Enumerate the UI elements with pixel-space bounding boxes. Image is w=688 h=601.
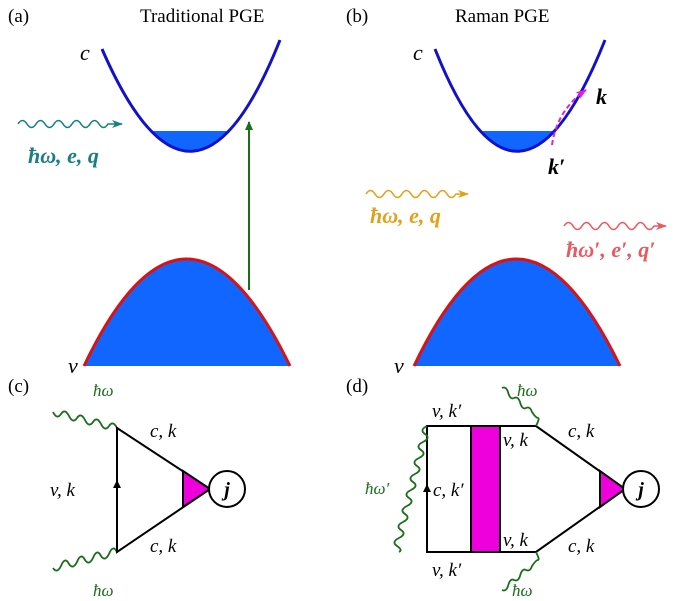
photon-line-bottom-c bbox=[52, 547, 118, 572]
propagator-arrow-head-c bbox=[113, 480, 121, 488]
photon-left-label-d: ħω′ bbox=[365, 479, 390, 498]
top-edge-label-c: c, k bbox=[150, 421, 177, 442]
photon-top-label-c: ħω bbox=[93, 381, 114, 400]
panel-a: (a) Traditional PGE c v ħω, e, q bbox=[8, 6, 292, 378]
conduction-band-label-b: c bbox=[413, 40, 423, 65]
propagator-arrow-head-d bbox=[423, 484, 431, 492]
photon-bottom-label-c: ħω bbox=[93, 581, 114, 600]
current-operator-label-c: j bbox=[221, 479, 230, 501]
panel-b: (b) Raman PGE c k k′ v ħω, e, q ħω′, e′,… bbox=[346, 6, 667, 378]
panel-b-label: (b) bbox=[346, 6, 368, 27]
raman-vertex-block bbox=[470, 425, 501, 553]
incident-photon-label-a: ħω, e, q bbox=[28, 143, 99, 168]
raman-scattering-arrow bbox=[551, 89, 587, 146]
current-operator-d bbox=[622, 470, 660, 508]
conduction-band-a bbox=[100, 39, 282, 153]
panel-a-title: Traditional PGE bbox=[140, 6, 264, 27]
current-operator-c bbox=[208, 470, 246, 508]
conduction-electrons-a bbox=[102, 131, 280, 152]
photon-top-label-d: ħω bbox=[517, 381, 538, 400]
top-inner-label-d: v, k bbox=[503, 430, 529, 451]
top-right-label-d: c, k bbox=[568, 421, 595, 442]
initial-momentum-label: k′ bbox=[548, 154, 565, 179]
photon-line-top-c bbox=[52, 410, 118, 430]
conduction-electrons-b bbox=[435, 131, 605, 152]
top-left-label-d: v, k′ bbox=[432, 401, 462, 422]
bottom-right-label-d: c, k bbox=[568, 536, 595, 557]
incident-photon-wave-b bbox=[365, 189, 469, 199]
conduction-band-label-a: c bbox=[80, 40, 90, 65]
current-operator-label-d: j bbox=[635, 479, 644, 501]
photon-line-left-d bbox=[393, 425, 429, 553]
photon-bottom-label-d: ħω bbox=[512, 581, 533, 600]
valence-band-label-b: v bbox=[394, 353, 404, 378]
current-vertex-d bbox=[599, 469, 627, 509]
final-momentum-label: k bbox=[596, 84, 607, 109]
panel-c-label: (c) bbox=[8, 376, 29, 397]
current-vertex-c bbox=[182, 469, 212, 509]
panel-a-label: (a) bbox=[8, 6, 29, 27]
left-inner-label-d: c, k′ bbox=[433, 480, 464, 501]
incident-photon-label-b: ħω, e, q bbox=[370, 203, 441, 228]
bottom-inner-label-d: v, k bbox=[503, 530, 529, 551]
panel-c: (c) ħω ħω j v, k c, k c, k bbox=[8, 376, 246, 600]
panel-d: (d) j ħω ħω ħω′ v, k′ v, k′ c, k′ v, k v… bbox=[346, 376, 660, 600]
valence-band-label-a: v bbox=[68, 353, 78, 378]
box-loop bbox=[426, 425, 627, 553]
bottom-edge-label-c: c, k bbox=[150, 536, 177, 557]
scattered-photon-wave bbox=[563, 221, 667, 231]
panel-b-title: Raman PGE bbox=[455, 6, 549, 27]
panel-d-label: (d) bbox=[346, 376, 368, 397]
photon-line-bottom-d bbox=[501, 551, 540, 592]
valence-band-b bbox=[412, 257, 622, 367]
left-edge-label-c: v, k bbox=[50, 480, 76, 501]
incident-photon-wave-a bbox=[17, 119, 123, 129]
bottom-left-label-d: v, k′ bbox=[432, 560, 462, 581]
scattered-photon-label: ħω′, e′, q′ bbox=[566, 237, 655, 262]
photon-line-top-d bbox=[501, 386, 540, 427]
valence-band-a bbox=[82, 257, 292, 367]
